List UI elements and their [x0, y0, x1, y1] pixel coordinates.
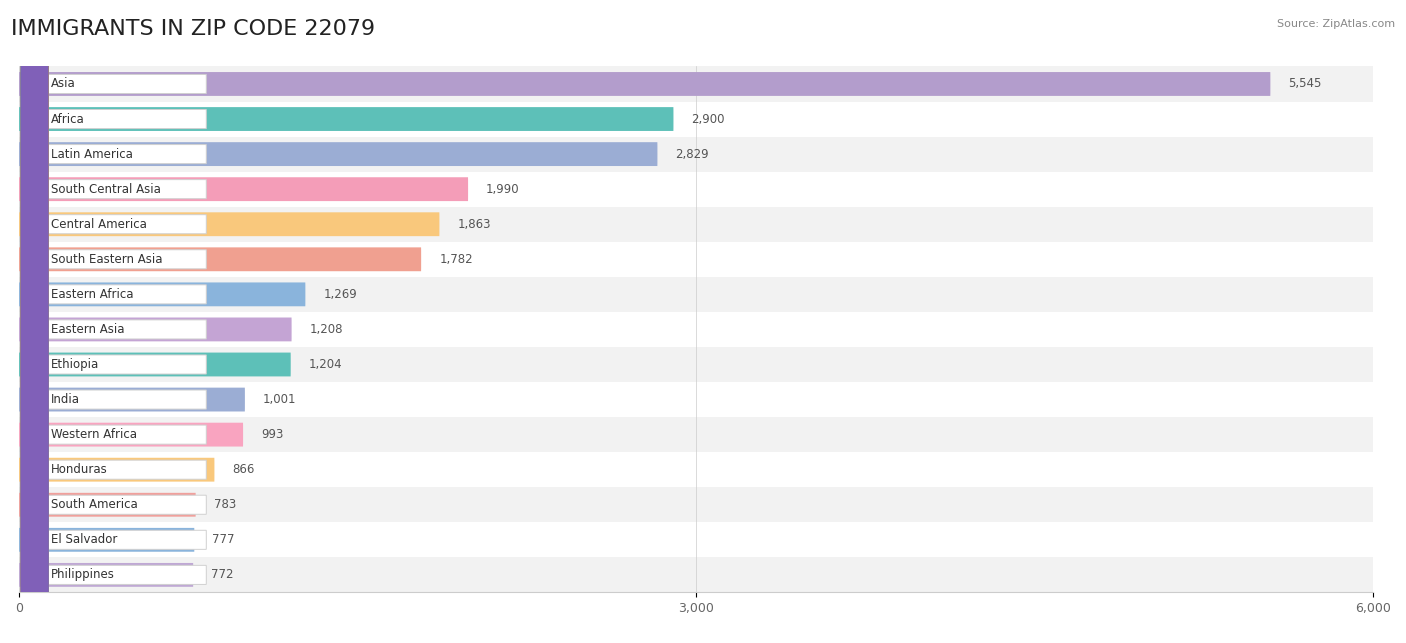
Text: South Eastern Asia: South Eastern Asia — [51, 253, 162, 266]
FancyBboxPatch shape — [20, 528, 194, 552]
Text: 5,545: 5,545 — [1288, 77, 1322, 91]
FancyBboxPatch shape — [20, 493, 195, 517]
Text: 866: 866 — [232, 463, 254, 476]
Text: Philippines: Philippines — [51, 568, 115, 581]
Bar — [20, 102, 1374, 136]
Circle shape — [21, 0, 48, 643]
Bar — [20, 417, 1374, 452]
FancyBboxPatch shape — [25, 530, 207, 549]
Circle shape — [21, 0, 48, 643]
FancyBboxPatch shape — [25, 390, 207, 409]
Bar — [20, 66, 1374, 102]
FancyBboxPatch shape — [25, 320, 207, 339]
FancyBboxPatch shape — [20, 142, 658, 166]
Circle shape — [21, 0, 48, 643]
Text: 1,863: 1,863 — [457, 218, 491, 231]
FancyBboxPatch shape — [25, 75, 207, 93]
Text: 1,208: 1,208 — [309, 323, 343, 336]
Bar — [20, 522, 1374, 557]
FancyBboxPatch shape — [20, 352, 291, 376]
FancyBboxPatch shape — [25, 109, 207, 129]
FancyBboxPatch shape — [25, 145, 207, 163]
Bar — [20, 172, 1374, 206]
Text: 772: 772 — [211, 568, 233, 581]
Circle shape — [21, 0, 48, 643]
Circle shape — [21, 0, 48, 643]
Text: Eastern Africa: Eastern Africa — [51, 288, 134, 301]
FancyBboxPatch shape — [20, 422, 243, 446]
Text: 993: 993 — [262, 428, 284, 441]
FancyBboxPatch shape — [20, 458, 215, 482]
Text: Eastern Asia: Eastern Asia — [51, 323, 124, 336]
FancyBboxPatch shape — [25, 460, 207, 479]
Text: Ethiopia: Ethiopia — [51, 358, 98, 371]
Text: 1,990: 1,990 — [486, 183, 520, 195]
Text: 2,829: 2,829 — [675, 148, 709, 161]
Bar — [20, 557, 1374, 592]
Text: Western Africa: Western Africa — [51, 428, 136, 441]
Text: 783: 783 — [214, 498, 236, 511]
FancyBboxPatch shape — [20, 212, 440, 236]
FancyBboxPatch shape — [20, 318, 291, 341]
Circle shape — [21, 0, 48, 643]
Text: 1,204: 1,204 — [309, 358, 343, 371]
Bar — [20, 452, 1374, 487]
Circle shape — [21, 0, 48, 643]
Circle shape — [21, 0, 48, 643]
Text: 1,269: 1,269 — [323, 288, 357, 301]
FancyBboxPatch shape — [25, 495, 207, 514]
Bar — [20, 312, 1374, 347]
FancyBboxPatch shape — [20, 177, 468, 201]
Text: Latin America: Latin America — [51, 148, 132, 161]
FancyBboxPatch shape — [25, 285, 207, 304]
FancyBboxPatch shape — [25, 355, 207, 374]
Circle shape — [21, 0, 48, 643]
FancyBboxPatch shape — [25, 179, 207, 199]
FancyBboxPatch shape — [20, 282, 305, 306]
Bar — [20, 487, 1374, 522]
Circle shape — [21, 0, 48, 643]
FancyBboxPatch shape — [25, 425, 207, 444]
Bar — [20, 382, 1374, 417]
Text: IMMIGRANTS IN ZIP CODE 22079: IMMIGRANTS IN ZIP CODE 22079 — [11, 19, 375, 39]
FancyBboxPatch shape — [25, 249, 207, 269]
Bar — [20, 206, 1374, 242]
FancyBboxPatch shape — [25, 565, 207, 584]
FancyBboxPatch shape — [20, 388, 245, 412]
Text: 1,782: 1,782 — [439, 253, 472, 266]
Circle shape — [21, 0, 48, 643]
Bar — [20, 347, 1374, 382]
Text: Honduras: Honduras — [51, 463, 107, 476]
Bar — [20, 277, 1374, 312]
Circle shape — [21, 0, 48, 643]
Text: Source: ZipAtlas.com: Source: ZipAtlas.com — [1277, 19, 1395, 30]
Text: Central America: Central America — [51, 218, 146, 231]
Text: Africa: Africa — [51, 113, 84, 125]
FancyBboxPatch shape — [20, 563, 193, 587]
Text: South Central Asia: South Central Asia — [51, 183, 160, 195]
Bar — [20, 136, 1374, 172]
Circle shape — [21, 0, 48, 643]
FancyBboxPatch shape — [20, 248, 422, 271]
Text: 1,001: 1,001 — [263, 393, 297, 406]
Text: 777: 777 — [212, 533, 235, 547]
FancyBboxPatch shape — [25, 215, 207, 234]
Circle shape — [21, 0, 48, 643]
FancyBboxPatch shape — [20, 72, 1271, 96]
Text: 2,900: 2,900 — [692, 113, 725, 125]
Bar — [20, 242, 1374, 277]
Text: Asia: Asia — [51, 77, 76, 91]
Text: South America: South America — [51, 498, 138, 511]
FancyBboxPatch shape — [20, 107, 673, 131]
Text: India: India — [51, 393, 80, 406]
Circle shape — [21, 0, 48, 643]
Text: El Salvador: El Salvador — [51, 533, 117, 547]
